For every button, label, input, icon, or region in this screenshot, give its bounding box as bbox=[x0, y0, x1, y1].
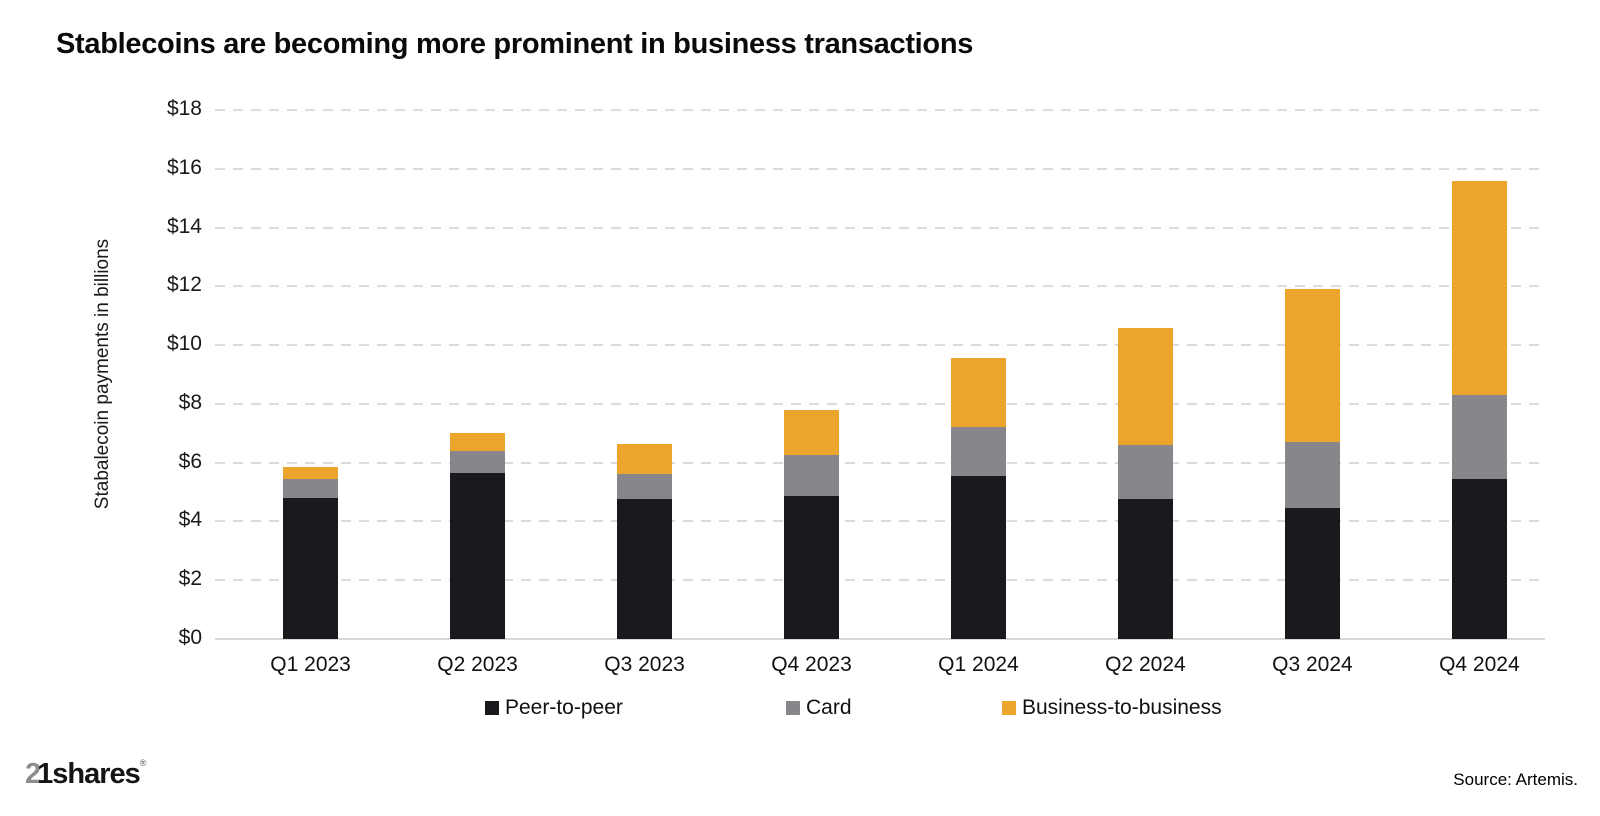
bar-stack-q2-2023 bbox=[450, 110, 506, 639]
gridline bbox=[215, 109, 1545, 111]
bar-segment-peer-to-peer bbox=[1117, 499, 1173, 639]
chart-title: Stablecoins are becoming more prominent … bbox=[56, 28, 974, 60]
legend-marker-icon bbox=[1002, 701, 1016, 715]
x-tick-label: Q2 2024 bbox=[1105, 653, 1186, 676]
bar-segment-business-to-business bbox=[1284, 289, 1340, 443]
bar-segment-card bbox=[1284, 442, 1340, 509]
x-tick-label: Q4 2024 bbox=[1439, 653, 1520, 676]
legend-item-card: Card bbox=[786, 696, 852, 720]
gridline bbox=[215, 461, 1545, 464]
legend-item-peer-to-peer: Peer-to-peer bbox=[485, 696, 623, 720]
bar-stack-q2-2024 bbox=[1117, 110, 1173, 639]
y-tick-label: $6 bbox=[178, 449, 202, 473]
legend: Peer-to-peer Card Business-to-business bbox=[0, 696, 1600, 728]
bar-stack-q1-2023 bbox=[283, 110, 339, 639]
bar-segment-peer-to-peer bbox=[617, 499, 673, 639]
bar-segment-card bbox=[283, 478, 339, 498]
bar-segment-business-to-business bbox=[784, 409, 839, 456]
legend-item-business-to-business: Business-to-business bbox=[1002, 696, 1222, 720]
x-tick-label: Q3 2023 bbox=[604, 653, 685, 676]
source-attribution: Source: Artemis. bbox=[1453, 770, 1578, 789]
y-tick-label: $14 bbox=[166, 214, 202, 238]
bar-segment-card bbox=[1451, 395, 1507, 479]
legend-marker-icon bbox=[485, 701, 499, 715]
bar-stack-q3-2023 bbox=[617, 110, 673, 639]
bar-segment-peer-to-peer bbox=[450, 472, 506, 639]
legend-label: Card bbox=[806, 696, 852, 719]
bar-segment-business-to-business bbox=[450, 433, 506, 451]
bar-segment-business-to-business bbox=[617, 443, 673, 475]
registered-mark-icon: ® bbox=[139, 758, 147, 768]
y-tick-label: $18 bbox=[166, 97, 202, 120]
x-tick-label: Q4 2023 bbox=[771, 653, 852, 676]
bar-segment-card bbox=[1117, 445, 1173, 500]
bar-segment-peer-to-peer bbox=[1284, 508, 1340, 639]
y-axis-label: Stabalecoin payments in billions bbox=[92, 238, 113, 510]
legend-label: Business-to-business bbox=[1022, 696, 1222, 719]
y-tick-label: $2 bbox=[178, 567, 202, 591]
gridline bbox=[215, 402, 1545, 405]
gridline bbox=[215, 520, 1545, 523]
y-tick-label: $12 bbox=[166, 273, 202, 297]
gridline bbox=[215, 344, 1545, 347]
bar-segment-card bbox=[950, 427, 1006, 476]
plot-area: $0 $2 $4 $6 $8 $10 $12 $14 $16 $18 Q1 2023 Q2 2023 Q… bbox=[167, 97, 1545, 676]
bar-segment-card bbox=[450, 450, 506, 473]
gridline bbox=[215, 285, 1545, 288]
y-tick-label: $10 bbox=[166, 332, 202, 356]
logo-text-prefix: 2 bbox=[25, 758, 41, 790]
bar-segment-business-to-business bbox=[283, 467, 339, 479]
x-tick-label: Q3 2024 bbox=[1272, 653, 1353, 676]
gridline bbox=[215, 167, 1545, 170]
bar-stack-q4-2024 bbox=[1451, 110, 1507, 639]
bar-segment-card bbox=[784, 455, 839, 497]
bar-segment-peer-to-peer bbox=[283, 497, 339, 639]
bar-segment-business-to-business bbox=[1451, 180, 1507, 396]
bar-segment-business-to-business bbox=[1117, 327, 1173, 446]
bar-stack-q3-2024 bbox=[1284, 110, 1340, 639]
legend-marker-icon bbox=[786, 701, 800, 715]
x-tick-label: Q1 2024 bbox=[938, 653, 1019, 676]
brand-logo-21shares: 21shares® bbox=[25, 758, 147, 791]
x-tick-label: Q2 2023 bbox=[437, 653, 518, 676]
bar-segment-card bbox=[617, 474, 673, 500]
legend-label: Peer-to-peer bbox=[505, 696, 623, 719]
y-tick-label: $0 bbox=[178, 626, 202, 649]
bar-stack-q4-2023 bbox=[784, 110, 839, 639]
y-tick-label: $8 bbox=[178, 390, 202, 414]
bar-stack-q1-2024 bbox=[950, 110, 1006, 639]
x-tick-label: Q1 2023 bbox=[270, 653, 351, 676]
x-axis-line bbox=[215, 638, 1545, 640]
y-tick-label: $4 bbox=[178, 508, 202, 532]
bar-segment-peer-to-peer bbox=[950, 475, 1006, 639]
bar-segment-peer-to-peer bbox=[1451, 478, 1507, 639]
bar-segment-business-to-business bbox=[950, 358, 1006, 428]
gridline bbox=[215, 226, 1545, 229]
gridline bbox=[215, 579, 1545, 582]
y-tick-label: $16 bbox=[166, 155, 202, 179]
logo-text-suffix: 1shares bbox=[37, 758, 141, 790]
bar-segment-peer-to-peer bbox=[784, 496, 839, 639]
